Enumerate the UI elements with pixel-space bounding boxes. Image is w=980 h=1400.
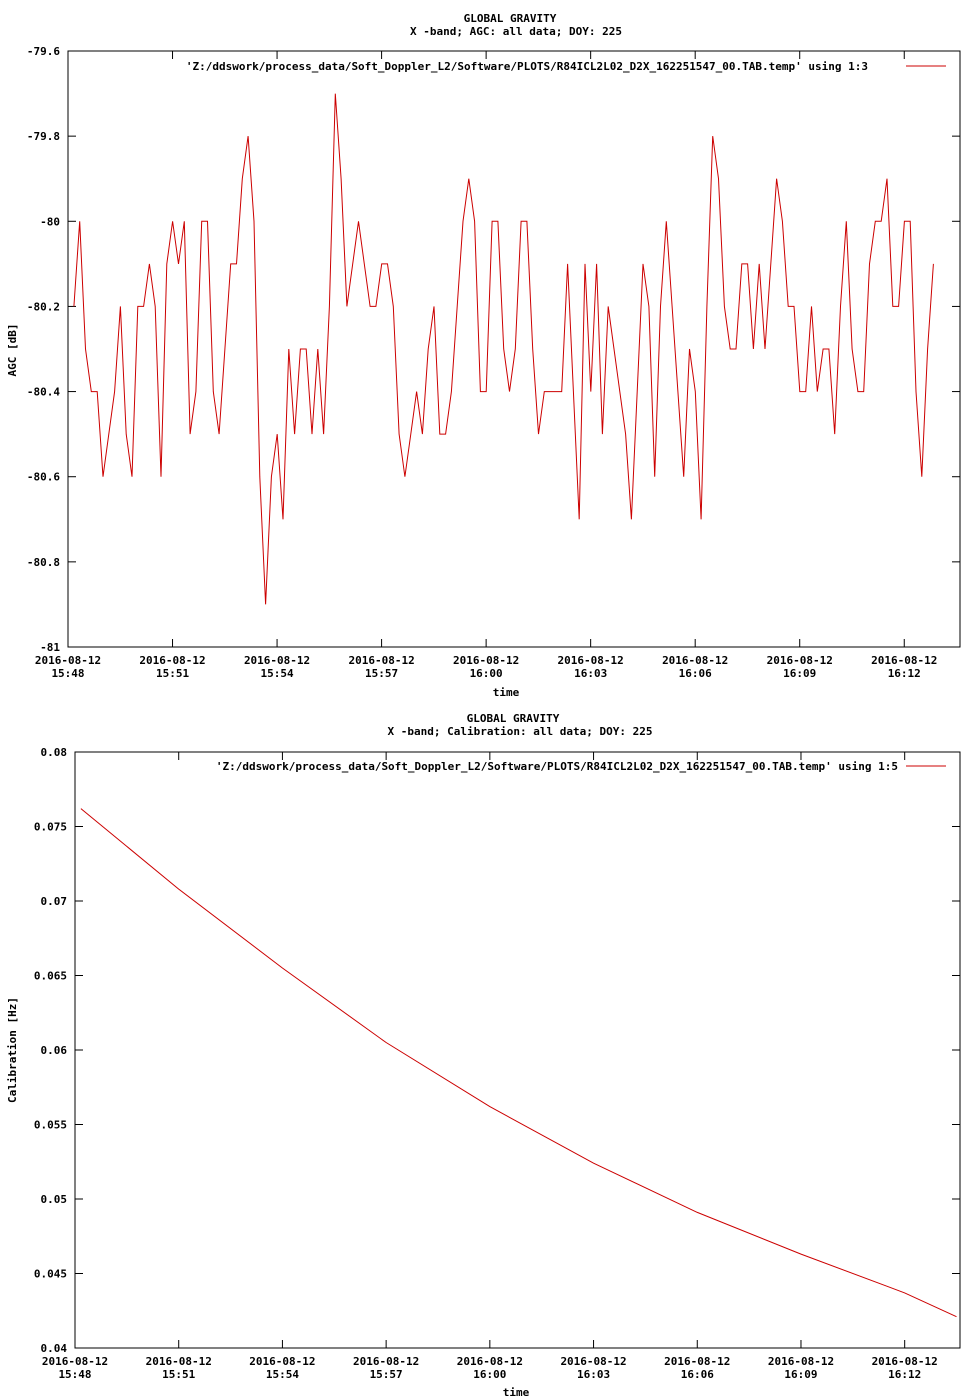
x-tick-date: 2016-08-12: [348, 654, 414, 667]
series-line-calibration: [80, 808, 957, 1318]
x-tick-date: 2016-08-12: [139, 654, 205, 667]
x-tick-date: 2016-08-12: [872, 1355, 938, 1368]
plot-frame: [67, 50, 961, 648]
x-tick-date: 2016-08-12: [664, 1355, 730, 1368]
y-tick-label: -79.8: [27, 130, 60, 143]
x-tick-time: 16:03: [574, 667, 607, 680]
chart-subtitle: X -band; Calibration: all data; DOY: 225: [388, 725, 653, 738]
x-tick-date: 2016-08-12: [767, 654, 833, 667]
x-axis-label: time: [503, 1386, 530, 1399]
x-tick-date: 2016-08-12: [249, 1355, 315, 1368]
plot-frame: [74, 751, 961, 1349]
x-tick-date: 2016-08-12: [558, 654, 624, 667]
x-tick-time: 16:09: [784, 1368, 817, 1381]
chart-title: GLOBAL GRAVITY: [467, 712, 560, 725]
x-tick-time: 16:00: [473, 1368, 506, 1381]
legend-entry: 'Z:/ddswork/process_data/Soft_Doppler_L2…: [216, 760, 898, 773]
x-tick-time: 15:57: [365, 667, 398, 680]
chart-subtitle: X -band; AGC: all data; DOY: 225: [410, 25, 622, 38]
x-tick-date: 2016-08-12: [560, 1355, 626, 1368]
y-tick-label: -81: [40, 641, 60, 654]
x-tick-time: 16:06: [681, 1368, 714, 1381]
x-tick-time: 15:57: [370, 1368, 403, 1381]
series-line-agc: [73, 93, 934, 605]
x-tick-time: 15:51: [156, 667, 189, 680]
x-tick-time: 15:54: [266, 1368, 299, 1381]
x-tick-time: 15:54: [261, 667, 294, 680]
x-tick-time: 16:09: [783, 667, 816, 680]
y-tick-label: 0.065: [34, 970, 67, 983]
x-tick-date: 2016-08-12: [42, 1355, 108, 1368]
x-tick-time: 16:12: [888, 1368, 921, 1381]
y-tick-label: -79.6: [27, 45, 60, 58]
x-tick-date: 2016-08-12: [662, 654, 728, 667]
x-tick-date: 2016-08-12: [871, 654, 937, 667]
y-tick-label: 0.08: [41, 746, 68, 759]
chart-title: GLOBAL GRAVITY: [464, 12, 557, 25]
x-tick-date: 2016-08-12: [453, 654, 519, 667]
x-tick-date: 2016-08-12: [353, 1355, 419, 1368]
y-tick-label: 0.07: [41, 895, 68, 908]
x-tick-date: 2016-08-12: [244, 654, 310, 667]
y-tick-label: -80.8: [27, 556, 60, 569]
x-tick-date: 2016-08-12: [768, 1355, 834, 1368]
y-tick-label: 0.045: [34, 1268, 67, 1281]
x-tick-time: 16:00: [470, 667, 503, 680]
y-tick-label: -80.2: [27, 300, 60, 313]
y-axis-label: Calibration [Hz]: [6, 997, 19, 1103]
x-tick-time: 15:51: [162, 1368, 195, 1381]
x-tick-time: 16:06: [679, 667, 712, 680]
x-axis-label: time: [493, 686, 520, 699]
y-tick-label: 0.06: [41, 1044, 68, 1057]
y-tick-label: -80.4: [27, 386, 60, 399]
calibration-chart: GLOBAL GRAVITY X -band; Calibration: all…: [6, 712, 961, 1399]
x-tick-time: 15:48: [58, 1368, 91, 1381]
x-tick-date: 2016-08-12: [146, 1355, 212, 1368]
y-tick-label: 0.04: [41, 1342, 68, 1355]
agc-chart: GLOBAL GRAVITY X -band; AGC: all data; D…: [6, 12, 961, 699]
y-tick-label: 0.055: [34, 1119, 67, 1132]
y-tick-label: 0.05: [41, 1193, 68, 1206]
x-tick-date: 2016-08-12: [35, 654, 101, 667]
x-tick-time: 16:12: [888, 667, 921, 680]
y-tick-label: -80: [40, 215, 60, 228]
x-tick-date: 2016-08-12: [457, 1355, 523, 1368]
y-tick-label: 0.075: [34, 821, 67, 834]
legend-entry: 'Z:/ddswork/process_data/Soft_Doppler_L2…: [186, 60, 868, 73]
x-tick-time: 15:48: [51, 667, 84, 680]
y-axis-label: AGC [dB]: [6, 324, 19, 377]
y-tick-label: -80.6: [27, 471, 60, 484]
x-tick-time: 16:03: [577, 1368, 610, 1381]
